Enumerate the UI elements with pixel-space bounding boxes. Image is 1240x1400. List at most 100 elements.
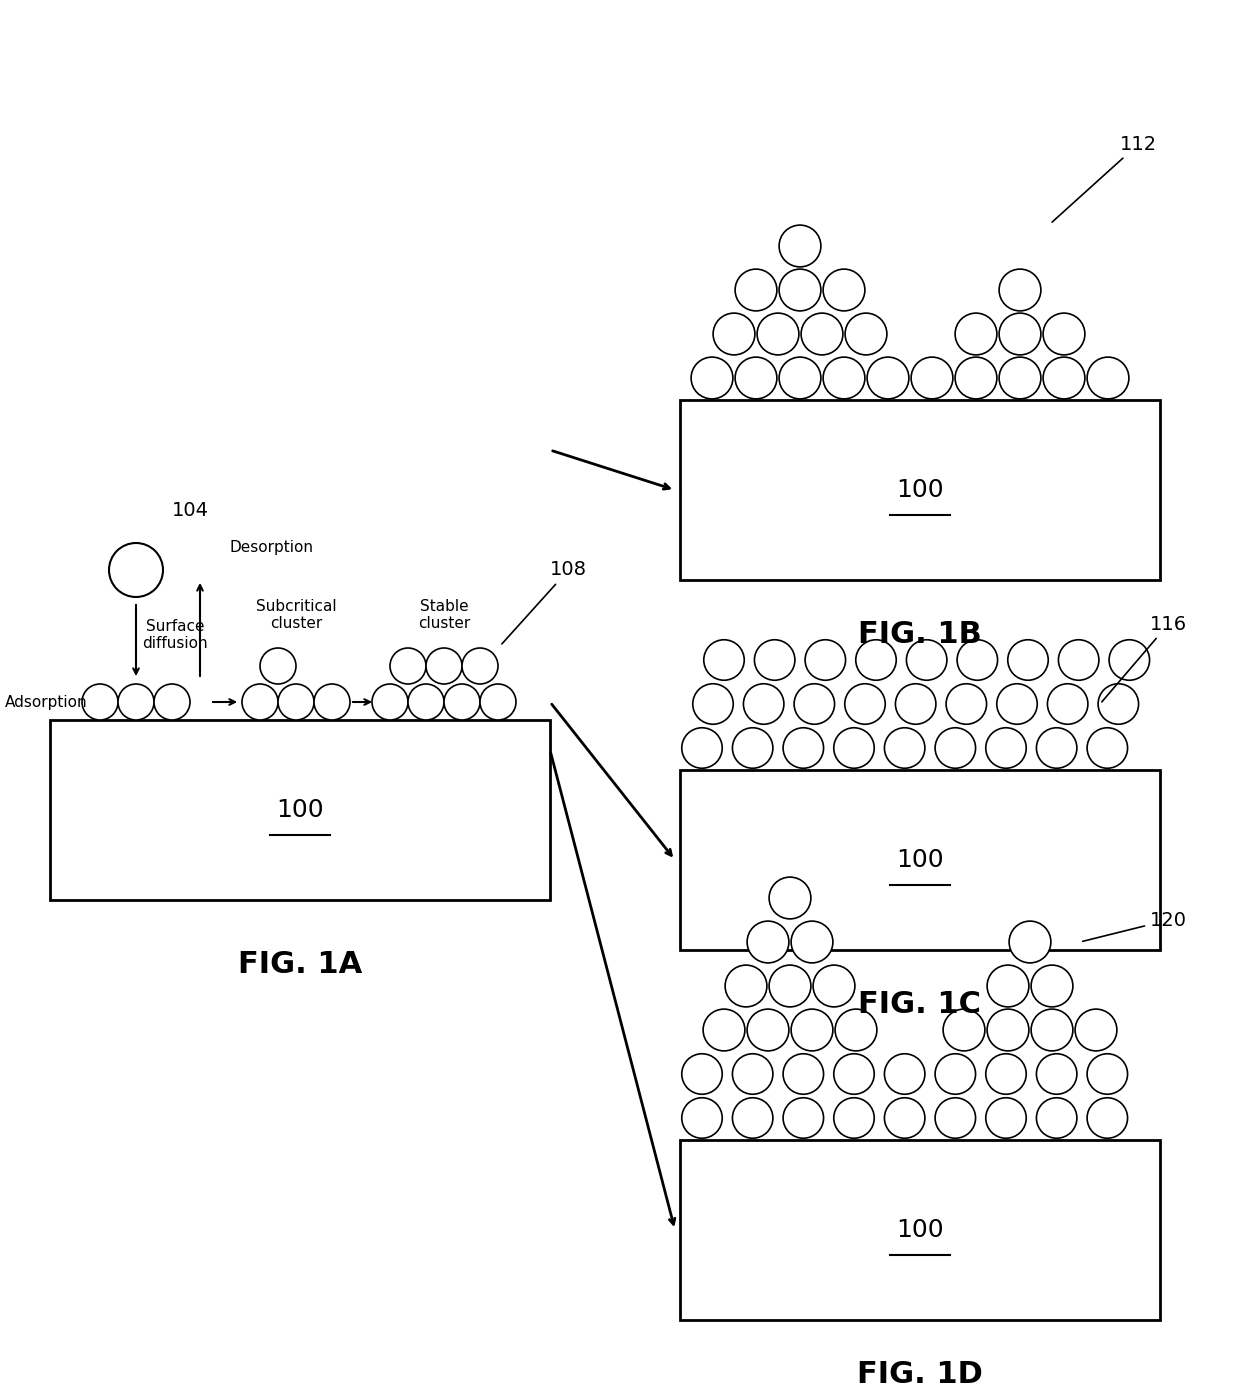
Circle shape <box>1037 1098 1076 1138</box>
Circle shape <box>999 269 1040 311</box>
Circle shape <box>1109 640 1149 680</box>
Circle shape <box>884 728 925 769</box>
Circle shape <box>791 1009 833 1051</box>
Text: FIG. 1A: FIG. 1A <box>238 951 362 979</box>
Circle shape <box>895 683 936 724</box>
Text: Desorption: Desorption <box>229 540 314 554</box>
Circle shape <box>846 314 887 356</box>
Circle shape <box>1032 1009 1073 1051</box>
Circle shape <box>779 269 821 311</box>
Circle shape <box>1009 921 1052 963</box>
Text: 116: 116 <box>1102 615 1187 701</box>
Circle shape <box>704 640 744 680</box>
Circle shape <box>682 1098 722 1138</box>
Text: 112: 112 <box>1052 134 1157 223</box>
Circle shape <box>769 876 811 918</box>
Circle shape <box>1043 314 1085 356</box>
Text: Subcritical
cluster: Subcritical cluster <box>255 599 336 631</box>
Circle shape <box>118 685 154 720</box>
Circle shape <box>791 921 833 963</box>
Circle shape <box>735 357 777 399</box>
Circle shape <box>833 728 874 769</box>
FancyBboxPatch shape <box>680 1140 1159 1320</box>
Circle shape <box>844 683 885 724</box>
Circle shape <box>733 1054 773 1095</box>
Circle shape <box>314 685 350 720</box>
Circle shape <box>733 1098 773 1138</box>
Circle shape <box>957 640 997 680</box>
Text: Adsorption: Adsorption <box>5 694 88 710</box>
Circle shape <box>480 685 516 720</box>
Circle shape <box>1087 1054 1127 1095</box>
Circle shape <box>1059 640 1099 680</box>
Circle shape <box>427 648 463 685</box>
Circle shape <box>754 640 795 680</box>
Circle shape <box>944 1009 985 1051</box>
Circle shape <box>703 1009 745 1051</box>
Circle shape <box>444 685 480 720</box>
Circle shape <box>744 683 784 724</box>
Circle shape <box>1008 640 1048 680</box>
Circle shape <box>691 357 733 399</box>
Circle shape <box>1087 728 1127 769</box>
Circle shape <box>242 685 278 720</box>
Circle shape <box>784 728 823 769</box>
Circle shape <box>835 1009 877 1051</box>
Circle shape <box>1087 1098 1127 1138</box>
Circle shape <box>735 269 777 311</box>
Text: 100: 100 <box>897 477 944 503</box>
Circle shape <box>1099 683 1138 724</box>
Text: FIG. 1C: FIG. 1C <box>858 990 982 1019</box>
Circle shape <box>823 269 866 311</box>
Circle shape <box>794 683 835 724</box>
Circle shape <box>748 921 789 963</box>
Circle shape <box>391 648 427 685</box>
Text: 100: 100 <box>897 848 944 872</box>
FancyBboxPatch shape <box>680 770 1159 951</box>
Circle shape <box>769 965 811 1007</box>
Circle shape <box>997 683 1037 724</box>
Circle shape <box>154 685 190 720</box>
Circle shape <box>1032 965 1073 1007</box>
Circle shape <box>935 1098 976 1138</box>
FancyBboxPatch shape <box>680 400 1159 580</box>
Circle shape <box>884 1098 925 1138</box>
Text: Surface
diffusion: Surface diffusion <box>143 619 208 651</box>
Circle shape <box>713 314 755 356</box>
Circle shape <box>748 1009 789 1051</box>
Circle shape <box>986 728 1027 769</box>
Circle shape <box>833 1098 874 1138</box>
Circle shape <box>1087 357 1128 399</box>
Circle shape <box>682 1054 722 1095</box>
Text: Stable
cluster: Stable cluster <box>418 599 470 631</box>
Circle shape <box>1037 1054 1076 1095</box>
Circle shape <box>682 728 722 769</box>
Circle shape <box>955 357 997 399</box>
Circle shape <box>784 1054 823 1095</box>
Circle shape <box>82 685 118 720</box>
Circle shape <box>784 1098 823 1138</box>
Circle shape <box>906 640 947 680</box>
Circle shape <box>463 648 498 685</box>
Circle shape <box>758 314 799 356</box>
Circle shape <box>833 1054 874 1095</box>
Circle shape <box>725 965 766 1007</box>
Text: 104: 104 <box>171 501 208 519</box>
Circle shape <box>278 685 314 720</box>
Circle shape <box>372 685 408 720</box>
Circle shape <box>1075 1009 1117 1051</box>
Text: 120: 120 <box>1083 910 1187 941</box>
Circle shape <box>813 965 854 1007</box>
Circle shape <box>946 683 987 724</box>
Circle shape <box>999 357 1040 399</box>
Circle shape <box>987 1009 1029 1051</box>
Text: 100: 100 <box>277 798 324 822</box>
FancyBboxPatch shape <box>50 720 551 900</box>
Circle shape <box>1043 357 1085 399</box>
Circle shape <box>779 225 821 267</box>
Circle shape <box>408 685 444 720</box>
Text: FIG. 1D: FIG. 1D <box>857 1359 983 1389</box>
Circle shape <box>987 965 1029 1007</box>
Circle shape <box>801 314 843 356</box>
Circle shape <box>1048 683 1087 724</box>
